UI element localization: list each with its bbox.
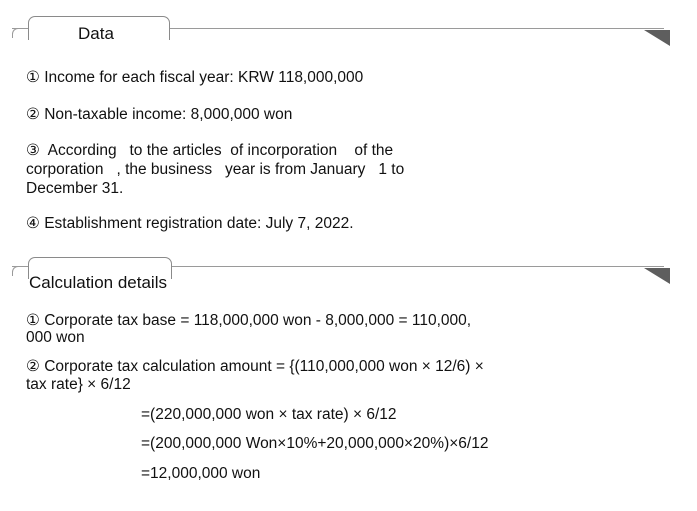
calc-item-tax-base-line1: ① Corporate tax base = 118,000,000 won -… bbox=[26, 312, 472, 329]
section-title: Data bbox=[78, 24, 114, 43]
section-rule bbox=[12, 28, 664, 29]
section-rule bbox=[12, 266, 664, 267]
corner-triangle-icon bbox=[644, 30, 670, 46]
calc-item-tax-base-line2: 000 won bbox=[26, 329, 85, 346]
calc-item-amount-line2: tax rate} × 6/12 bbox=[26, 376, 131, 393]
calc-step-3: =12,000,000 won bbox=[141, 465, 261, 482]
calc-item-amount-line1: ② Corporate tax calculation amount = {(1… bbox=[26, 358, 484, 375]
corner-triangle-icon bbox=[644, 268, 670, 284]
section-left-hook bbox=[12, 28, 23, 38]
calc-step-2: =(200,000,000 Won×10%+20,000,000×20%)×6/… bbox=[141, 435, 489, 452]
section-title: Calculation details bbox=[29, 273, 167, 292]
data-item-articles-line2: corporation , the business year is from … bbox=[26, 161, 405, 178]
section-tab bbox=[28, 257, 172, 279]
data-item-articles-line1: ③ According to the articles of incorpora… bbox=[26, 142, 394, 159]
calc-step-1: =(220,000,000 won × tax rate) × 6/12 bbox=[141, 406, 397, 423]
data-item-articles-line3: December 31. bbox=[26, 180, 124, 197]
data-item-income: ① Income for each fiscal year: KRW 118,0… bbox=[26, 69, 364, 86]
section-left-hook bbox=[12, 266, 23, 276]
section-tab bbox=[28, 16, 170, 40]
data-item-registration: ④ Establishment registration date: July … bbox=[26, 215, 354, 232]
data-item-nontaxable: ② Non-taxable income: 8,000,000 won bbox=[26, 106, 293, 123]
